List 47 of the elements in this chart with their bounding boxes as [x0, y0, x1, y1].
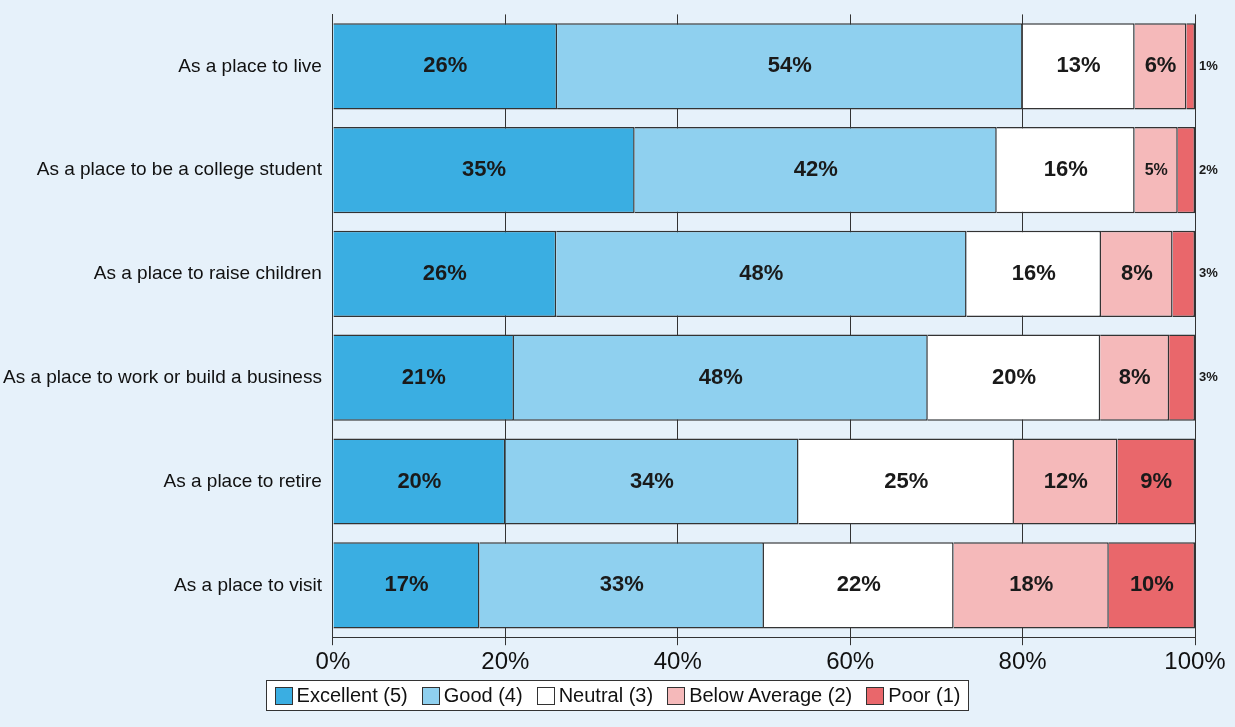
legend-label: Excellent (5)	[296, 684, 408, 707]
y-tick-label: As a place to work or build a business	[2, 365, 322, 387]
data-label: 20%	[991, 363, 1036, 389]
data-label: 26%	[423, 52, 468, 78]
data-label: 18%	[1009, 571, 1054, 597]
data-label: 8%	[1118, 363, 1151, 389]
data-label: 22%	[836, 571, 881, 597]
data-label: 10%	[1129, 571, 1174, 597]
legend-label: Below Average (2)	[689, 684, 853, 707]
data-label: 48%	[739, 259, 784, 285]
x-tick-label: 0%	[315, 647, 351, 675]
data-label: 26%	[422, 259, 467, 285]
y-tick-label: As a place to live	[178, 54, 322, 76]
data-label: 16%	[1043, 156, 1088, 182]
data-label: 21%	[401, 363, 446, 389]
data-label: 17%	[384, 571, 429, 597]
x-tick-label: 100%	[1164, 647, 1226, 675]
text: Good (4)	[443, 684, 523, 707]
data-label: 25%	[884, 467, 929, 493]
y-tick-label: As a place to visit	[174, 573, 323, 595]
x-tick-label: 80%	[998, 647, 1047, 675]
y-tick-label: As a place to retire	[163, 469, 322, 491]
data-label: 33%	[599, 571, 644, 597]
x-tick-label: 20%	[481, 647, 530, 675]
legend-label: Neutral (3)	[558, 684, 654, 707]
data-label: 54%	[767, 52, 812, 78]
data-label: 5%	[1144, 160, 1168, 178]
data-label: 1%	[1199, 57, 1219, 73]
y-tick-label: As a place to raise children	[93, 262, 322, 284]
data-label: 16%	[1011, 259, 1056, 285]
y-tick-label: As a place to be a college student	[36, 158, 323, 180]
x-tick-label: 60%	[826, 647, 875, 675]
data-label: 42%	[793, 156, 838, 182]
data-label: 20%	[397, 467, 442, 493]
data-label: 8%	[1120, 259, 1153, 285]
data-label: 2%	[1199, 161, 1219, 177]
data-label: 6%	[1144, 52, 1177, 78]
data-label: 3%	[1199, 369, 1219, 385]
data-label: 34%	[629, 467, 674, 493]
data-label: 9%	[1140, 467, 1173, 493]
data-label: 3%	[1199, 265, 1219, 281]
data-label: 35%	[462, 156, 507, 182]
data-label: 48%	[698, 363, 743, 389]
legend-label: Poor (1)	[888, 684, 961, 707]
data-label: 12%	[1043, 467, 1088, 493]
data-label: 13%	[1056, 52, 1101, 78]
x-tick-label: 40%	[653, 647, 702, 675]
